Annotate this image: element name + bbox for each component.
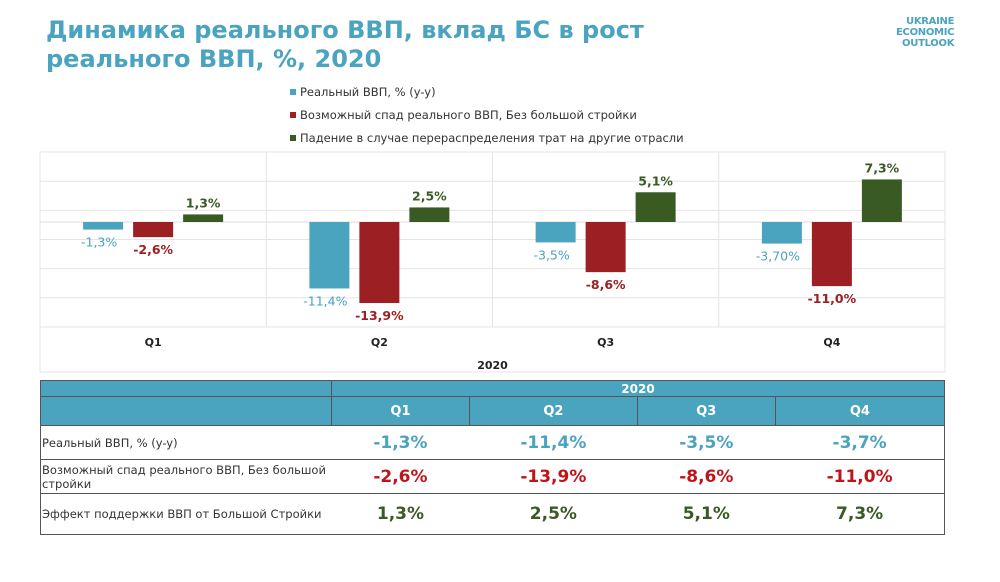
legend-label: Реальный ВВП, % (y-y) [300, 84, 436, 99]
page-title: Динамика реального ВВП, вклад БС в рост … [46, 16, 644, 73]
legend-swatch-green [290, 134, 296, 141]
legend-item: Возможный спад реального ВВП, Без большо… [290, 103, 684, 126]
table-cell: -1,3% [331, 425, 470, 460]
table-cell: 7,3% [775, 493, 946, 535]
table-year-header: 2020 [331, 380, 945, 397]
x-tick-label: Q3 [597, 336, 614, 349]
bar [359, 222, 400, 304]
table-cell: -2,6% [331, 459, 470, 494]
table-row: Эффект поддержки ВВП от Большой Стройки … [40, 493, 946, 535]
bar-chart: Q1 -1,3% -2,6% 1,3% Q2 -11,4% -13,9% 2,5% Q3 -3,5… [39, 151, 946, 373]
table-cell: -13,9% [469, 459, 638, 494]
x-axis-title: 2020 [477, 359, 508, 372]
x-tick-label: Q1 [145, 336, 162, 349]
legend-item: Падение в случае перераспределения трат … [290, 126, 684, 149]
legend-label: Возможный спад реального ВВП, Без большо… [300, 107, 637, 122]
table-corner [40, 396, 332, 426]
chart-legend: Реальный ВВП, % (y-y) Возможный спад реа… [290, 80, 684, 149]
legend-item: Реальный ВВП, % (y-y) [290, 80, 684, 103]
table-row: Возможный спад реального ВВП, Без большо… [40, 459, 946, 494]
bar [409, 207, 450, 222]
bar [183, 214, 224, 222]
bar [811, 222, 852, 287]
bar [585, 222, 626, 273]
bar [83, 222, 124, 230]
data-table: 2020 Q1 Q2 Q3 Q4 Реальный ВВП, % (y-y) -… [40, 380, 946, 535]
data-label: -11,4% [303, 293, 347, 308]
bar [761, 222, 802, 244]
table-cell: -8,6% [637, 459, 776, 494]
data-label: -2,6% [133, 242, 173, 257]
data-label: -3,5% [533, 247, 569, 262]
table-cell: -3,5% [637, 425, 776, 460]
row-label: Возможный спад реального ВВП, Без большо… [40, 459, 332, 494]
x-tick-label: Q4 [823, 336, 840, 349]
data-label: -8,6% [586, 277, 626, 292]
row-label: Эффект поддержки ВВП от Большой Стройки [40, 493, 332, 535]
row-label: Реальный ВВП, % (y-y) [40, 425, 332, 460]
table-row: Реальный ВВП, % (y-y) -1,3% -11,4% -3,5% -3… [40, 425, 946, 460]
data-label: -13,9% [355, 308, 404, 323]
table-col-header: Q3 [636, 396, 776, 426]
data-label: 2,5% [412, 188, 447, 203]
data-label: -1,3% [81, 235, 117, 250]
data-label: 1,3% [186, 195, 221, 210]
data-label: 7,3% [865, 160, 900, 175]
bar [535, 222, 576, 243]
data-label: -3,70% [756, 249, 800, 264]
x-tick-label: Q2 [371, 336, 388, 349]
table-cell: 2,5% [469, 493, 638, 535]
table-col-header: Q4 [774, 396, 946, 426]
legend-label: Падение в случае перераспределения трат … [300, 130, 684, 145]
table-cell: -11,0% [775, 459, 946, 494]
data-label: -11,0% [808, 291, 857, 306]
table-col-header: Q2 [468, 396, 638, 426]
data-label: 5,1% [638, 173, 673, 188]
table-cell: 1,3% [331, 493, 470, 535]
ukraine-economic-outlook-logo: UKRAINE ECONOMIC OUTLOOK [896, 16, 955, 49]
table-cell: -11,4% [469, 425, 638, 460]
legend-swatch-blue [290, 88, 296, 95]
bar [309, 222, 350, 289]
legend-swatch-red [290, 111, 296, 118]
table-cell: -3,7% [775, 425, 946, 460]
table-corner [40, 380, 332, 397]
bar [635, 192, 676, 222]
table-col-header: Q1 [331, 396, 470, 426]
table-cell: 5,1% [637, 493, 776, 535]
bar [861, 179, 902, 222]
bar [133, 222, 174, 238]
